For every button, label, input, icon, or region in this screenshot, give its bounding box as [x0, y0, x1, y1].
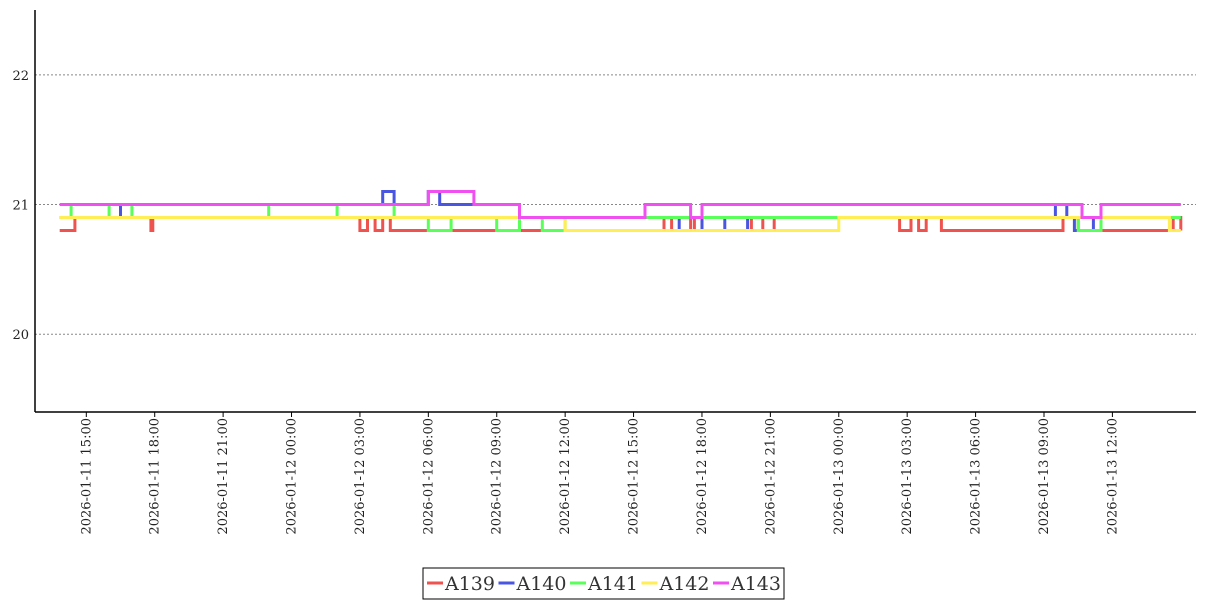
x-tick-label: 2026-01-12 06:00 — [421, 418, 436, 535]
x-tick-label: 2026-01-11 18:00 — [148, 418, 163, 535]
x-tick-label: 2026-01-11 21:00 — [216, 418, 231, 535]
x-tick-label: 2026-01-12 18:00 — [695, 418, 710, 535]
x-tick-label: 2026-01-12 00:00 — [285, 418, 300, 535]
x-tick-label: 2026-01-11 15:00 — [79, 418, 94, 535]
x-tick-label: 2026-01-13 09:00 — [1037, 418, 1052, 535]
y-tick-label: 20 — [12, 328, 29, 343]
y-tick-label: 21 — [12, 199, 29, 214]
legend-label-a141: A141 — [587, 573, 638, 595]
series-line-a143 — [59, 190, 1181, 219]
x-tick-labels: 2026-01-11 15:00 2026-01-11 18:00 2026-01-… — [79, 412, 1120, 535]
axes — [34, 10, 1196, 413]
x-tick-label: 2026-01-13 12:00 — [1105, 418, 1120, 535]
legend-label-a140: A140 — [516, 573, 567, 595]
y-tick-label: 22 — [12, 69, 29, 84]
x-tick-label: 2026-01-12 03:00 — [353, 418, 368, 535]
x-tick-label: 2026-01-12 12:00 — [558, 418, 573, 535]
x-tick-label: 2026-01-12 21:00 — [763, 418, 778, 535]
series-line-a139 — [59, 216, 1183, 232]
series-line-a142 — [59, 216, 1181, 232]
x-tick-label: 2026-01-13 03:00 — [900, 418, 915, 535]
x-tick-label: 2026-01-12 15:00 — [627, 418, 642, 535]
legend-label-a139: A139 — [444, 573, 495, 595]
legend-label-a143: A143 — [730, 573, 781, 595]
legend-label-a142: A142 — [659, 573, 710, 595]
x-tick-label: 2026-01-13 06:00 — [969, 418, 984, 535]
legend: A139 A140 A141 A142 A143 — [422, 567, 785, 600]
y-tick-labels: 20 21 22 — [12, 69, 29, 343]
x-tick-label: 2026-01-12 09:00 — [490, 418, 505, 535]
x-tick-label: 2026-01-13 00:00 — [832, 418, 847, 535]
series-lines — [59, 190, 1183, 232]
series-line-a140 — [59, 190, 1181, 232]
